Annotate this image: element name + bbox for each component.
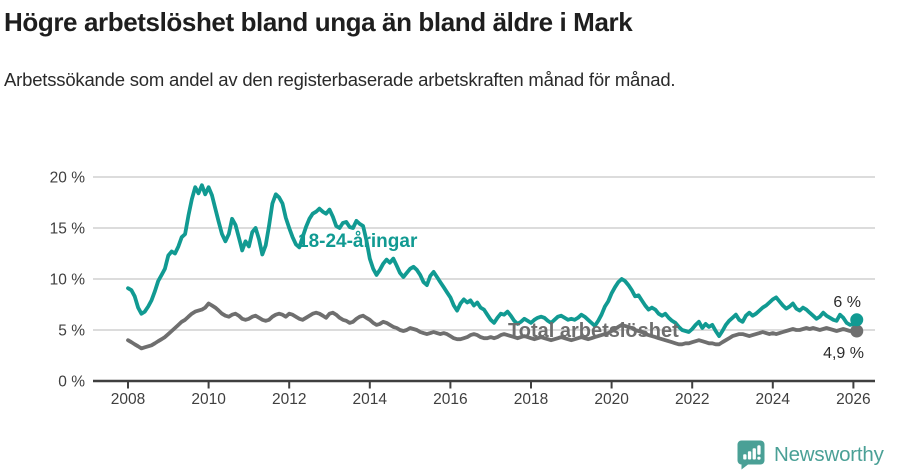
newsworthy-logo[interactable]: Newsworthy [737, 440, 884, 470]
chart-annotation: 4,9 % [823, 345, 864, 362]
series-line-18-24-ringar [126, 183, 859, 339]
chart-annotation: Total arbetslöshet [508, 320, 679, 342]
x-tick-label: 2026 [836, 391, 870, 408]
chart-annotation: 18-24-åringar [298, 231, 418, 252]
header: Högre arbetslöshet bland unga än bland ä… [4, 0, 884, 93]
y-tick-label: 10 % [50, 272, 86, 289]
y-tick-label: 5 % [58, 323, 85, 340]
y-tick-label: 0 % [58, 374, 85, 391]
x-tick-label: 2012 [272, 391, 306, 408]
x-tick-label: 2024 [756, 391, 791, 408]
series-end-dot [850, 324, 864, 338]
chart-annotation: 6 % [833, 294, 861, 311]
y-tick-label: 20 % [50, 170, 86, 187]
y-tick-label: 15 % [50, 221, 86, 238]
newsworthy-wordmark: Newsworthy [774, 443, 884, 466]
x-tick-label: 2010 [191, 391, 226, 408]
x-tick-label: 2020 [594, 391, 629, 408]
chart-subtitle: Arbetssökande som andel av den registerb… [4, 68, 676, 90]
series-end-dot [850, 313, 864, 327]
x-tick-label: 2022 [675, 391, 709, 408]
x-tick-label: 2018 [514, 391, 548, 408]
page-title: Högre arbetslöshet bland unga än bland ä… [4, 7, 633, 37]
series-line-total-arbetsl-shet [126, 301, 859, 351]
x-tick-label: 2014 [353, 391, 388, 408]
newsworthy-bubble-icon [737, 440, 765, 470]
x-tick-label: 2016 [433, 391, 467, 408]
x-tick-label: 2008 [111, 391, 145, 408]
